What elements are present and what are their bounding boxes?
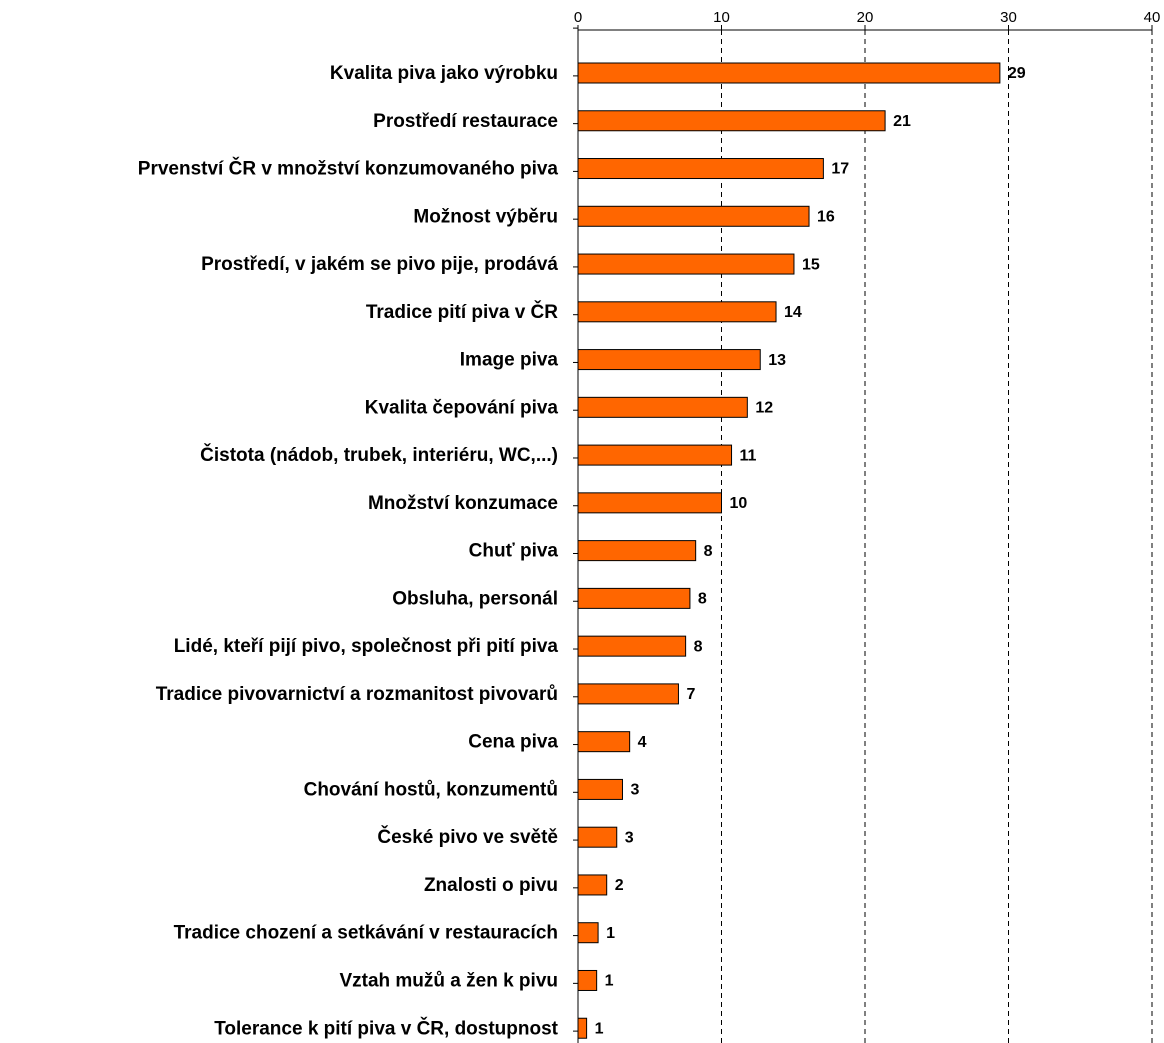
bar	[577, 444, 733, 466]
bar	[577, 587, 691, 609]
category-label: Vztah mužů a žen k pivu	[339, 970, 558, 991]
category-label: Cena piva	[468, 732, 558, 753]
bar	[577, 874, 608, 896]
category-label: Prvenství ČR v množství konzumovaného pi…	[138, 158, 559, 180]
category-label: Možnost výběru	[413, 206, 558, 227]
value-label: 29	[1008, 65, 1026, 82]
bar	[577, 969, 598, 991]
category-label: Množství konzumace	[368, 493, 558, 514]
value-label: 1	[595, 1020, 604, 1037]
value-label: 1	[605, 973, 614, 990]
bar	[577, 62, 1001, 84]
category-label: České pivo ve světě	[377, 826, 558, 848]
bar	[577, 301, 777, 323]
category-label: Tolerance k pití piva v ČR, dostupnost	[214, 1017, 558, 1039]
value-label: 1	[606, 925, 615, 942]
category-label: Prostředí restaurace	[373, 111, 558, 132]
value-label: 17	[831, 161, 849, 178]
value-label: 4	[638, 734, 647, 751]
value-label: 8	[698, 591, 707, 608]
value-label: 3	[630, 782, 639, 799]
x-tick-label: 20	[857, 9, 874, 26]
bar	[577, 349, 761, 371]
category-label: Chování hostů, konzumentů	[304, 779, 558, 800]
category-label: Obsluha, personál	[392, 588, 558, 609]
category-label: Tradice pití piva v ČR	[366, 301, 558, 323]
bar	[577, 253, 795, 275]
bar	[577, 396, 748, 418]
bar	[577, 826, 618, 848]
category-label: Čistota (nádob, trubek, interiéru, WC,..…	[200, 444, 558, 466]
value-label: 10	[730, 495, 748, 512]
category-label: Znalosti o pivu	[424, 875, 558, 896]
bar	[577, 731, 631, 753]
bar	[577, 922, 599, 944]
bar	[577, 492, 722, 514]
value-label: 21	[893, 113, 911, 130]
category-label: Prostředí, v jakém se pivo pije, prodává	[201, 254, 558, 275]
category-label: Chuť piva	[469, 541, 559, 562]
category-label: Tradice pivovarnictví a rozmanitost pivo…	[156, 684, 558, 705]
bar	[577, 205, 810, 227]
bar	[577, 110, 886, 132]
value-label: 7	[686, 686, 695, 703]
value-label: 3	[625, 829, 634, 846]
bar	[577, 778, 623, 800]
value-label: 15	[802, 256, 820, 273]
x-tick-label: 10	[713, 9, 730, 26]
value-label: 8	[704, 543, 713, 560]
value-label: 16	[817, 209, 835, 226]
x-tick-label: 30	[1000, 9, 1017, 26]
category-label: Kvalita čepování piva	[365, 397, 559, 418]
bar	[577, 635, 687, 657]
category-label: Tradice chození a setkávání v restaurací…	[174, 923, 558, 944]
category-label: Kvalita piva jako výrobku	[330, 63, 558, 84]
bar	[577, 683, 679, 705]
x-tick-label: 40	[1144, 9, 1161, 26]
category-label: Lidé, kteří pijí pivo, společnost při pi…	[174, 636, 559, 657]
bar	[577, 540, 697, 562]
value-label: 13	[768, 352, 786, 369]
value-label: 11	[740, 447, 757, 464]
value-label: 8	[694, 638, 703, 655]
category-label: Image piva	[460, 350, 559, 371]
value-label: 12	[755, 400, 773, 417]
bar	[577, 1017, 588, 1039]
bar	[577, 158, 824, 180]
value-label: 2	[615, 877, 624, 894]
value-label: 14	[784, 304, 802, 321]
x-tick-label: 0	[574, 9, 582, 26]
